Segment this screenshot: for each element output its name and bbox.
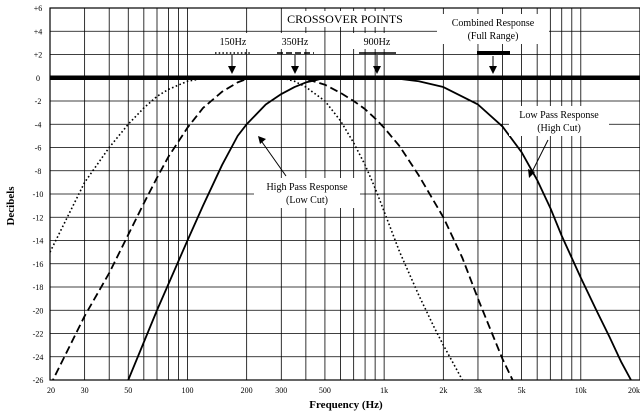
combined-arrowhead [489,66,497,74]
y-tick-label: -24 [33,353,44,362]
combined-label-line2: (Full Range) [468,31,519,42]
x-tick-label: 5k [518,386,526,395]
plot-frame [49,7,640,381]
lowpass-label-line2: (High Cut) [537,123,581,134]
y-tick-label: -14 [33,237,44,246]
y-tick-label: -12 [33,213,44,222]
x-tick-label: 300 [275,386,287,395]
x-tick-label: 20 [47,386,55,395]
crossover-350-label: 350Hz [282,37,309,48]
x-axis-label: Frequency (Hz) [309,399,383,411]
response-curves [50,75,640,380]
x-tick-label: 2k [439,386,447,395]
x-tick-label: 1k [380,386,388,395]
crossover-900-bg [353,33,401,49]
y-tick-label: 0 [36,74,40,83]
lowpass-arrowhead [528,169,535,178]
crossover-900-label: 900Hz [364,37,391,48]
y-tick-label: -18 [33,283,44,292]
y-tick-label: +6 [34,4,43,13]
y-tick-label: -16 [33,260,44,269]
highpass-arrow [261,141,287,177]
tick-labels: +6 +4 +2 0 -2 -4 -6 -8 -10 -12 -14 -16 -18 -20 -22 -24 -… [33,4,640,395]
x-tick-label: 10k [575,386,587,395]
y-tick-label: -22 [33,330,44,339]
x-tick-label: 100 [181,386,193,395]
x-tick-label: 20k [628,386,640,395]
lowpass-arrow [531,139,549,173]
highpass-arrowhead [258,136,266,144]
crossover-150-label: 150Hz [220,37,247,48]
combined-label-bg [437,14,549,44]
highpass-label-line1: High Pass Response [266,182,348,193]
x-tick-label: 500 [319,386,331,395]
highpass-label-line2: (Low Cut) [286,195,328,206]
x-tick-label: 3k [474,386,482,395]
y-tick-label: -2 [35,97,42,106]
y-tick-label: -8 [35,167,42,176]
crossover-title-bg [282,11,410,27]
y-tick-label: -4 [35,120,42,129]
annotations: CROSSOVER POINTS 150Hz 350Hz 900Hz Combi… [210,11,609,208]
crossover-150-bg [210,33,258,49]
y-tick-label: +4 [34,27,43,36]
x-tick-label: 200 [241,386,253,395]
combined-label-line1: Combined Response [452,18,535,29]
lowpass-label-bg [509,106,609,136]
y-tick-label: -10 [33,190,44,199]
y-tick-label: -20 [33,306,44,315]
lowpass-label-line1: Low Pass Response [519,110,599,121]
y-tick-label: -6 [35,144,42,153]
crossover-150-arrowhead [228,66,236,74]
x-tick-label: 30 [81,386,89,395]
y-tick-label: +2 [34,51,43,60]
crossover-title: CROSSOVER POINTS [287,12,403,26]
crossover-900-arrowhead [373,66,381,74]
crossover-350-bg [272,33,320,49]
x-tick-label: 50 [124,386,132,395]
highpass-label-bg [254,178,360,208]
crossover-350-arrowhead [291,66,299,74]
y-axis-label: Decibels [5,186,17,226]
y-tick-label: -26 [33,376,44,385]
